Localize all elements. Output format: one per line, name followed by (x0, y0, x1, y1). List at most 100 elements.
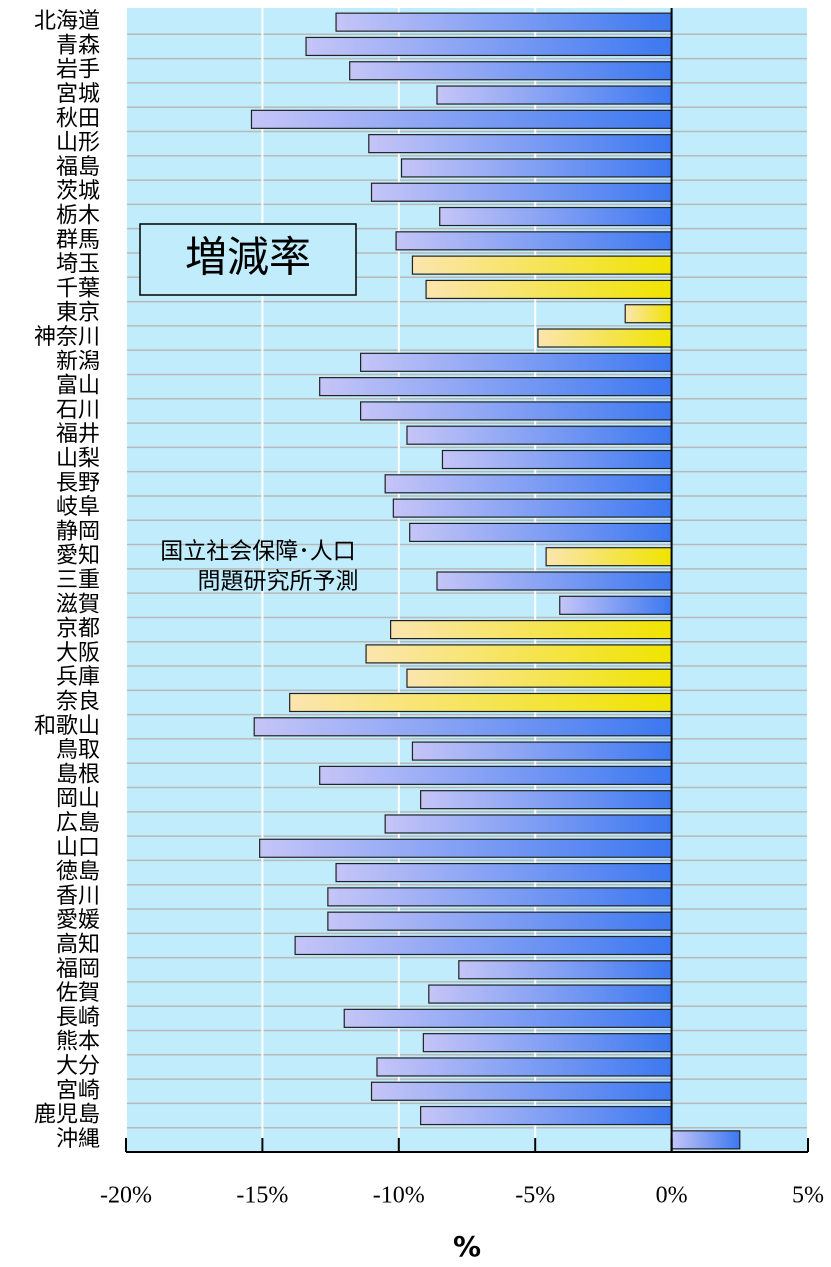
bar (327, 887, 673, 907)
bar (368, 134, 673, 154)
bar (406, 425, 673, 445)
x-axis-label: % (453, 1230, 481, 1263)
x-tick-label: -15% (236, 1183, 288, 1209)
y-tick-label: 北海道 (34, 9, 100, 34)
bar (392, 498, 673, 518)
bar (422, 1033, 673, 1053)
bar (335, 862, 673, 883)
y-tick-label: 新潟 (56, 349, 100, 374)
bar (250, 109, 673, 129)
bar (253, 717, 673, 737)
x-tick-label: -20% (100, 1183, 152, 1209)
y-tick-label: 奈良 (56, 689, 100, 714)
bar (559, 595, 673, 615)
y-tick-label: 香川 (56, 884, 100, 909)
y-tick-label: 福井 (56, 422, 100, 447)
y-tick-label: 岐阜 (56, 495, 100, 520)
bar (259, 838, 673, 858)
y-tick-label: 秋田 (56, 106, 100, 131)
y-tick-label: 沖縄 (56, 1127, 100, 1152)
bar (370, 1081, 673, 1101)
y-tick-label: 千葉 (56, 276, 100, 301)
bar (400, 158, 673, 178)
y-tick-label: 栃木 (56, 204, 100, 229)
y-tick-label: 高知 (56, 932, 100, 957)
y-tick-label: 宮城 (56, 82, 100, 107)
y-tick-label: 三重 (56, 568, 100, 593)
y-tick-label: 大阪 (56, 641, 100, 666)
y-tick-label: 石川 (56, 398, 100, 423)
x-tick-label: -10% (373, 1183, 425, 1209)
y-tick-label: 愛知 (56, 544, 100, 569)
y-tick-label: 山形 (56, 131, 100, 156)
bar (360, 401, 673, 421)
bar (365, 644, 673, 664)
bar (384, 814, 673, 834)
y-tick-label: 広島 (56, 811, 100, 836)
bar (428, 984, 673, 1004)
y-tick-label: 富山 (56, 374, 100, 399)
y-tick-label: 岩手 (56, 58, 100, 83)
x-tick-label: 0% (656, 1183, 688, 1209)
y-tick-label: 徳島 (56, 860, 100, 885)
annotation: 問題研究所予測 (198, 569, 359, 595)
y-tick-label: 愛媛 (56, 908, 100, 933)
bar (370, 182, 673, 202)
bar (406, 668, 673, 688)
bar (327, 911, 673, 931)
y-tick-label: 群馬 (56, 228, 100, 253)
y-tick-label: 京都 (56, 617, 100, 642)
y-tick-label: 長崎 (56, 1005, 100, 1030)
y-tick-label: 島根 (56, 762, 100, 787)
bar (305, 36, 673, 57)
y-tick-label: 茨城 (56, 179, 100, 204)
bar (545, 547, 673, 567)
y-tick-label: 青森 (56, 33, 100, 58)
bar (289, 692, 673, 713)
y-tick-label: 大分 (56, 1054, 100, 1079)
bar (409, 522, 673, 543)
bar (436, 571, 673, 591)
bar (319, 377, 673, 397)
y-tick-label: 山梨 (56, 447, 100, 472)
y-tick-label: 兵庫 (56, 665, 100, 690)
y-tick-label: 山口 (56, 835, 100, 860)
bar (425, 279, 673, 300)
bar (395, 231, 673, 251)
bar (441, 449, 673, 470)
bar (343, 1008, 673, 1028)
bar (624, 304, 673, 324)
y-tick-label: 鹿児島 (34, 1103, 100, 1128)
annotation: 増減率 (185, 233, 311, 282)
y-tick-label: 静岡 (56, 519, 100, 544)
y-tick-label: 埼玉 (56, 252, 100, 277)
bar (420, 1105, 673, 1126)
y-tick-label: 岡山 (56, 787, 100, 812)
y-tick-label: 鳥取 (56, 738, 100, 763)
bar (376, 1057, 673, 1077)
y-tick-label: 福島 (56, 155, 100, 180)
y-tick-label: 東京 (56, 301, 100, 326)
annotation: 国立社会保障･人口 (160, 539, 356, 565)
x-tick-label: -5% (515, 1183, 555, 1209)
bar (420, 790, 673, 810)
y-tick-label: 滋賀 (56, 592, 100, 617)
annotation-box (139, 223, 357, 296)
bar (670, 1130, 741, 1150)
bar (458, 960, 673, 980)
bar (537, 328, 673, 348)
bar (390, 619, 673, 640)
bar (411, 741, 673, 761)
y-tick-label: 神奈川 (34, 325, 100, 350)
y-tick-label: 熊本 (56, 1030, 100, 1055)
bar (335, 12, 673, 32)
x-tick-label: 5% (792, 1183, 824, 1209)
bar (411, 255, 673, 275)
bar (439, 206, 673, 227)
bar (384, 474, 673, 494)
bar (319, 765, 673, 785)
bar (294, 935, 673, 956)
bar (349, 61, 673, 81)
y-tick-label: 福岡 (56, 957, 100, 982)
